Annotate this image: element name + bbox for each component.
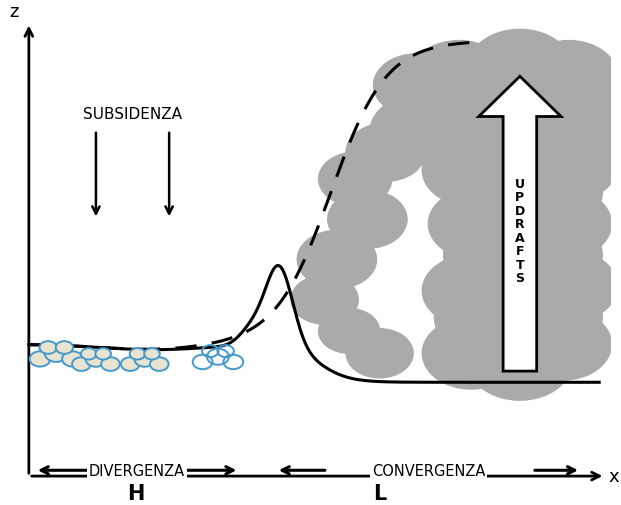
Circle shape xyxy=(81,348,96,360)
Circle shape xyxy=(465,246,575,327)
Text: CONVERGENZA: CONVERGENZA xyxy=(372,463,485,478)
Circle shape xyxy=(422,318,520,389)
Circle shape xyxy=(450,155,553,231)
Circle shape xyxy=(86,352,106,367)
Circle shape xyxy=(121,358,140,371)
Circle shape xyxy=(468,325,572,400)
Text: H: H xyxy=(127,483,144,503)
Circle shape xyxy=(435,278,544,358)
Circle shape xyxy=(428,188,526,260)
Circle shape xyxy=(45,345,68,362)
Circle shape xyxy=(96,348,111,360)
Circle shape xyxy=(465,184,575,265)
Circle shape xyxy=(72,358,91,371)
Circle shape xyxy=(291,276,358,325)
Text: x: x xyxy=(609,467,619,485)
Circle shape xyxy=(438,97,542,173)
Circle shape xyxy=(499,218,602,293)
Circle shape xyxy=(563,77,621,139)
Circle shape xyxy=(422,256,520,327)
Circle shape xyxy=(319,153,392,207)
Polygon shape xyxy=(479,77,561,371)
Circle shape xyxy=(40,341,57,354)
Text: SUBSIDENZA: SUBSIDENZA xyxy=(83,107,182,122)
Circle shape xyxy=(101,358,120,371)
Circle shape xyxy=(346,124,425,182)
Text: z: z xyxy=(9,4,18,21)
Circle shape xyxy=(56,341,73,354)
Circle shape xyxy=(30,351,50,367)
Text: DIVERGENZA: DIVERGENZA xyxy=(89,463,185,478)
Circle shape xyxy=(499,97,602,173)
Circle shape xyxy=(532,82,621,153)
Circle shape xyxy=(150,358,168,371)
Circle shape xyxy=(386,68,471,131)
Circle shape xyxy=(520,131,617,202)
Text: L: L xyxy=(373,483,386,503)
Circle shape xyxy=(62,351,83,367)
Circle shape xyxy=(371,97,462,164)
Circle shape xyxy=(144,348,160,360)
Circle shape xyxy=(134,352,155,367)
Circle shape xyxy=(514,309,612,380)
Circle shape xyxy=(468,71,572,146)
Circle shape xyxy=(410,41,508,113)
Circle shape xyxy=(465,126,575,207)
Circle shape xyxy=(499,280,602,356)
Circle shape xyxy=(328,191,407,249)
Circle shape xyxy=(422,135,520,207)
Circle shape xyxy=(569,59,621,122)
Text: U
P
D
R
A
F
T
S: U P D R A F T S xyxy=(515,177,525,285)
Circle shape xyxy=(346,329,413,378)
Circle shape xyxy=(297,231,376,289)
Circle shape xyxy=(410,82,508,153)
Circle shape xyxy=(520,251,617,322)
Circle shape xyxy=(130,348,145,360)
Circle shape xyxy=(443,218,547,293)
Circle shape xyxy=(569,111,621,177)
Circle shape xyxy=(468,30,572,106)
Circle shape xyxy=(499,155,602,231)
Circle shape xyxy=(373,55,459,117)
Circle shape xyxy=(514,188,612,260)
Circle shape xyxy=(520,41,617,113)
Circle shape xyxy=(319,309,379,354)
